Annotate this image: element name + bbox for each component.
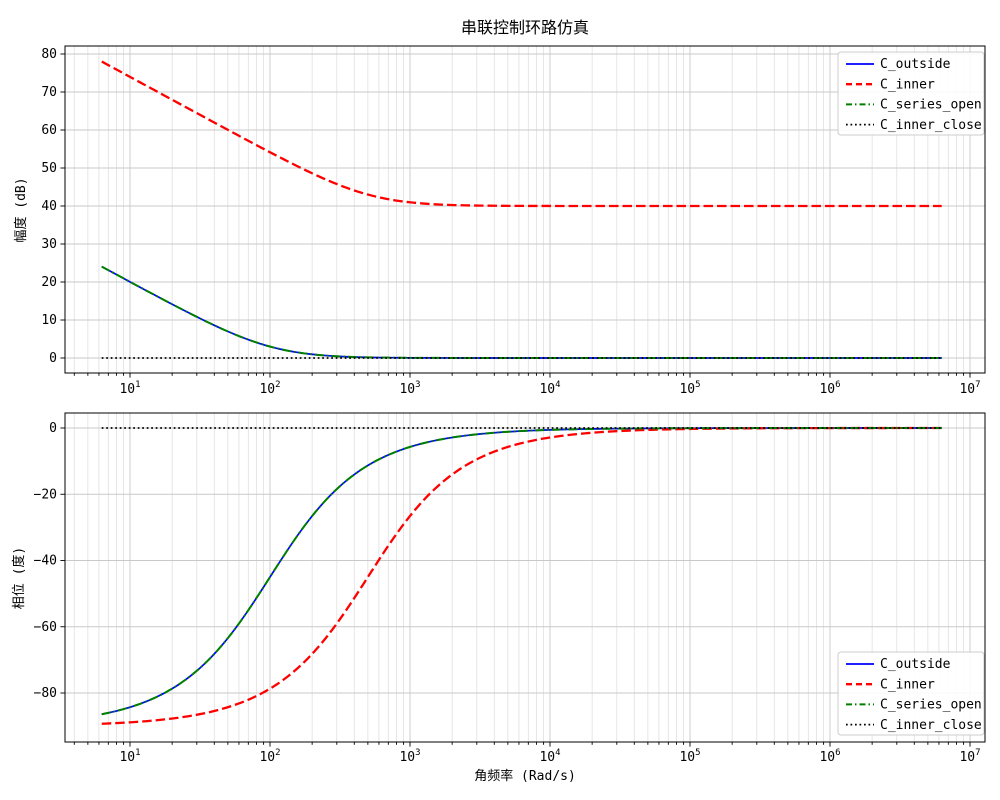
magnitude-y-axis-label: 幅度 (dB) xyxy=(13,177,29,242)
x-tick-label: 105 xyxy=(679,748,700,765)
chart-title: 串联控制环路仿真 xyxy=(461,18,589,37)
y-tick-label: −60 xyxy=(34,620,57,635)
magnitude-plot-ticks xyxy=(60,53,971,378)
legend-box xyxy=(837,51,985,136)
magnitude-plot-border xyxy=(64,45,986,374)
legend-label-c_outside: C_outside xyxy=(880,657,951,672)
x-tick-label: 107 xyxy=(959,748,980,765)
curve-c_inner-magnitude xyxy=(101,60,942,208)
y-tick-label: 80 xyxy=(41,47,57,62)
y-tick-label: 30 xyxy=(41,237,57,252)
x-tick-label: 103 xyxy=(399,380,420,397)
y-tick-label: −20 xyxy=(34,487,57,502)
x-tick-label: 101 xyxy=(119,748,140,765)
phase-y-axis-label: 相位 (度) xyxy=(11,547,27,609)
legend-label-c_series_open: C_series_open xyxy=(880,698,982,713)
legend-label-c_series_open: C_series_open xyxy=(880,98,982,113)
x-tick-label: 104 xyxy=(539,748,560,765)
x-tick-label: 107 xyxy=(959,380,980,397)
x-axis-label: 角频率 (Rad/s) xyxy=(474,768,576,784)
y-tick-label: 60 xyxy=(41,123,57,138)
phase-plot-tick-labels: 101 102 103 104 105 106 107 0 −20 −40 −60 −80 xyxy=(34,421,981,765)
phase-plot-series xyxy=(101,426,942,725)
legend-label-c_inner: C_inner xyxy=(880,77,935,92)
magnitude-plot-legend: C_outside C_inner C_series_open C_inner_clo… xyxy=(837,51,985,136)
legend-label-c_inner: C_inner xyxy=(880,677,935,692)
y-tick-label: 40 xyxy=(41,199,57,214)
y-tick-label: 0 xyxy=(49,421,57,436)
y-tick-label: 70 xyxy=(41,85,57,100)
magnitude-plot-series xyxy=(101,60,942,359)
phase-plot-ticks xyxy=(60,427,971,747)
x-tick-label: 103 xyxy=(399,748,420,765)
legend-label-c_outside: C_outside xyxy=(880,57,951,72)
y-tick-label: 10 xyxy=(41,313,57,328)
y-tick-label: 0 xyxy=(49,351,57,366)
y-tick-label: −80 xyxy=(34,686,57,701)
phase-plot-grid xyxy=(65,413,985,742)
legend-label-c_inner_close: C_inner_close xyxy=(880,118,982,133)
x-tick-label: 105 xyxy=(679,380,700,397)
phase-plot-legend: C_outside C_inner C_series_open C_inner_clo… xyxy=(837,651,985,736)
legend-box xyxy=(837,651,985,736)
curve-c_series_open-phase xyxy=(101,427,942,716)
legend-label-c_inner_close: C_inner_close xyxy=(880,718,982,733)
phase-plot: 101 102 103 104 105 106 107 0 −20 −40 −60 −80 C_outs… xyxy=(34,412,986,765)
phase-plot-border xyxy=(64,412,986,743)
x-tick-label: 104 xyxy=(539,380,560,397)
x-tick-label: 101 xyxy=(119,380,140,397)
magnitude-plot-tick-labels: 101 102 103 104 105 106 107 0 10 20 30 40 50 60 70 80 xyxy=(41,47,980,397)
y-tick-label: 20 xyxy=(41,275,57,290)
x-tick-label: 102 xyxy=(259,380,280,397)
magnitude-plot: 101 102 103 104 105 106 107 0 10 20 30 40 50 60 70 80 C_… xyxy=(41,45,986,397)
x-tick-label: 106 xyxy=(819,380,840,397)
y-tick-label: −40 xyxy=(34,554,57,569)
y-tick-label: 50 xyxy=(41,161,57,176)
x-tick-label: 106 xyxy=(819,748,840,765)
x-tick-label: 102 xyxy=(259,748,280,765)
